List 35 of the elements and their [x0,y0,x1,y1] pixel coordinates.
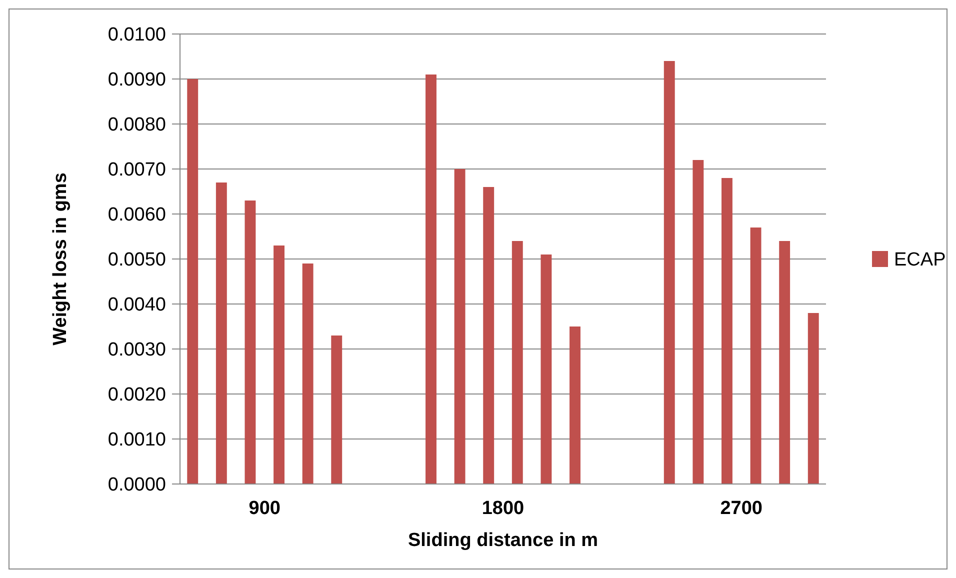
bar [187,79,198,484]
y-tick-label: 0.0090 [108,70,166,91]
y-axis-title: Weight loss in gms [50,172,71,346]
y-tick-label: 0.0030 [108,340,166,361]
y-tick-label: 0.0100 [108,24,166,46]
y-tick-label: 0.0060 [108,204,166,226]
bar [331,336,342,484]
legend-label: ECAP [894,250,946,271]
bar [512,241,523,484]
y-tick-label: 0.0010 [108,430,166,451]
x-axis-title: Sliding distance in m [408,530,598,551]
bar [426,74,436,484]
y-tick-label: 0.0040 [108,294,166,316]
bar [808,313,819,484]
bar [216,182,227,484]
y-tick-label: 0.0080 [108,114,166,136]
bar [722,178,732,484]
bar [244,200,256,484]
y-tick-label: 0.0020 [108,384,166,406]
bar [302,264,314,484]
y-tick-label: 0.0050 [108,250,166,271]
x-tick-label: 2700 [720,498,763,519]
bar [540,254,552,484]
bar [664,61,675,484]
x-tick-label: 1800 [482,498,524,519]
bar [274,246,284,484]
y-tick-label: 0.0000 [108,474,166,496]
bar [483,187,494,484]
bar [779,241,790,484]
bar [454,169,466,484]
bar [750,228,762,484]
y-tick-label: 0.0070 [108,160,166,181]
bar [692,160,704,484]
x-tick-label: 900 [248,498,280,519]
bar [570,326,580,484]
